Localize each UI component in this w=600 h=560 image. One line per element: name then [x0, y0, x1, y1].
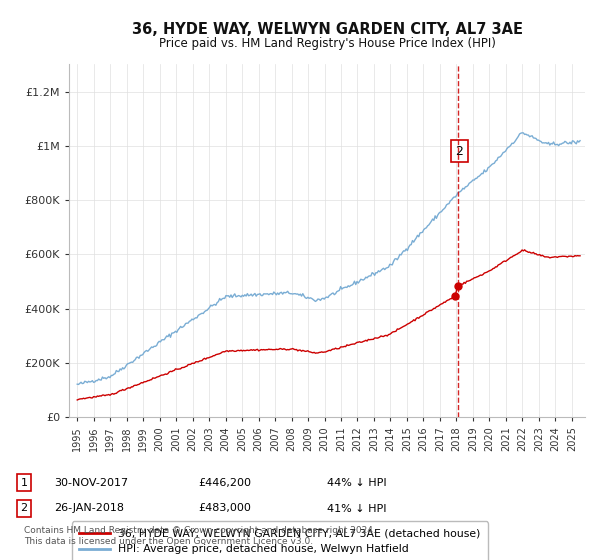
Text: Contains HM Land Registry data © Crown copyright and database right 2024.: Contains HM Land Registry data © Crown c…: [24, 526, 376, 535]
Text: 44% ↓ HPI: 44% ↓ HPI: [327, 478, 386, 488]
Text: 2: 2: [455, 144, 463, 158]
Text: Price paid vs. HM Land Registry's House Price Index (HPI): Price paid vs. HM Land Registry's House …: [158, 37, 496, 50]
Text: 26-JAN-2018: 26-JAN-2018: [54, 503, 124, 514]
Text: £446,200: £446,200: [198, 478, 251, 488]
Text: 2: 2: [20, 503, 28, 514]
Text: This data is licensed under the Open Government Licence v3.0.: This data is licensed under the Open Gov…: [24, 537, 313, 546]
Text: 36, HYDE WAY, WELWYN GARDEN CITY, AL7 3AE: 36, HYDE WAY, WELWYN GARDEN CITY, AL7 3A…: [131, 22, 523, 38]
Text: £483,000: £483,000: [198, 503, 251, 514]
Text: 1: 1: [20, 478, 28, 488]
Text: 30-NOV-2017: 30-NOV-2017: [54, 478, 128, 488]
Legend: 36, HYDE WAY, WELWYN GARDEN CITY, AL7 3AE (detached house), HPI: Average price, : 36, HYDE WAY, WELWYN GARDEN CITY, AL7 3A…: [72, 521, 488, 560]
Text: 41% ↓ HPI: 41% ↓ HPI: [327, 503, 386, 514]
